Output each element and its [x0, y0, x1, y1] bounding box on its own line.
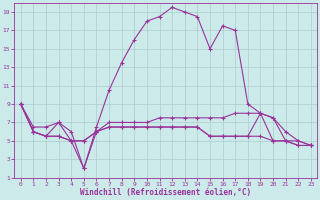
X-axis label: Windchill (Refroidissement éolien,°C): Windchill (Refroidissement éolien,°C)	[80, 188, 252, 197]
